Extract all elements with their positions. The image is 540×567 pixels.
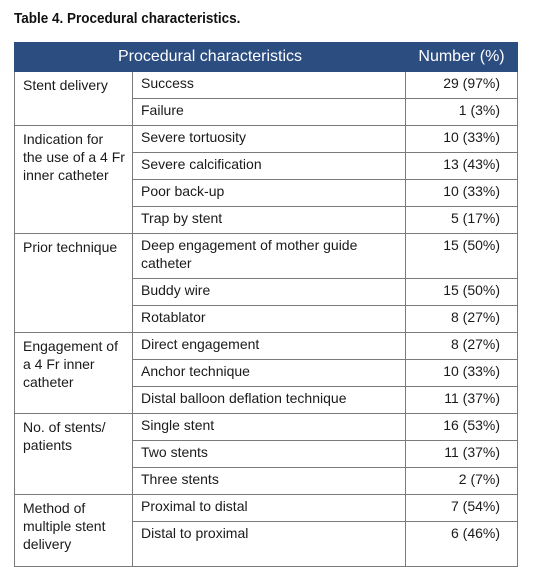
row-item: Rotablator xyxy=(131,305,407,333)
row-value: 16 (53%) xyxy=(405,413,519,441)
row-item: Anchor technique xyxy=(131,359,407,387)
table-row: Trap by stent 5 (17%) xyxy=(15,206,519,234)
row-item: Severe calcification xyxy=(131,152,407,180)
table-row: Anchor technique 10 (33%) xyxy=(15,359,519,387)
table-row: Distal to proximal 6 (46%) xyxy=(15,521,519,567)
row-item: Poor back-up xyxy=(131,179,407,207)
header-procedural-characteristics: Procedural characteristics xyxy=(13,42,407,72)
table-row: Two stents 11 (37%) xyxy=(15,440,519,468)
table-caption: Table 4. Procedural characteristics. xyxy=(14,10,241,27)
header-number-percent: Number (%) xyxy=(405,42,519,72)
group-label: Engagement of a 4 Fr inner catheter xyxy=(14,332,133,414)
row-value: 1 (3%) xyxy=(405,98,519,126)
row-item: Two stents xyxy=(131,440,407,468)
table-row: Rotablator 8 (27%) xyxy=(15,305,519,333)
row-value: 8 (27%) xyxy=(405,332,519,360)
row-value: 2 (7%) xyxy=(405,467,519,495)
row-item: Distal to proximal xyxy=(131,521,407,567)
row-value: 10 (33%) xyxy=(405,359,519,387)
row-item: Success xyxy=(131,71,407,99)
row-item: Buddy wire xyxy=(131,278,407,306)
row-item: Deep engagement of mother guide catheter xyxy=(131,233,407,279)
table-row: Stent delivery Success 29 (97%) xyxy=(14,71,519,126)
row-item: Trap by stent xyxy=(131,206,407,234)
row-item: Proximal to distal xyxy=(131,494,407,522)
row-value: 10 (33%) xyxy=(405,179,519,207)
group-label: Indication for the use of a 4 Fr inner c… xyxy=(14,125,133,234)
row-value: 29 (97%) xyxy=(405,71,519,99)
row-item: Direct engagement xyxy=(131,332,407,360)
row-value: 11 (37%) xyxy=(405,386,519,414)
row-value: 13 (43%) xyxy=(405,152,519,180)
row-value: 10 (33%) xyxy=(405,125,519,153)
row-item: Severe tortuosity xyxy=(131,125,407,153)
table-row: Indication for the use of a 4 Fr inner c… xyxy=(14,125,519,234)
group-label: No. of stents/ patients xyxy=(14,413,133,495)
row-value: 15 (50%) xyxy=(405,233,519,279)
row-item: Distal balloon deflation technique xyxy=(131,386,407,414)
row-item: Single stent xyxy=(131,413,407,441)
row-item: Three stents xyxy=(131,467,407,495)
table-row: Engagement of a 4 Fr inner catheter Dire… xyxy=(14,332,519,414)
table-row: No. of stents/ patients Single stent 16 … xyxy=(14,413,519,495)
table-row: Poor back-up 10 (33%) xyxy=(15,179,519,207)
row-item: Failure xyxy=(131,98,407,126)
row-value: 8 (27%) xyxy=(405,305,519,333)
table-row: Buddy wire 15 (50%) xyxy=(15,278,519,306)
row-value: 15 (50%) xyxy=(405,278,519,306)
row-value: 11 (37%) xyxy=(405,440,519,468)
row-value: 7 (54%) xyxy=(405,494,519,522)
group-label: Stent delivery xyxy=(14,71,133,126)
table-row: Distal balloon deflation technique 11 (3… xyxy=(15,386,519,414)
table-row: Failure 1 (3%) xyxy=(15,98,519,126)
row-value: 6 (46%) xyxy=(405,521,519,567)
table-row: Prior technique Deep engagement of mothe… xyxy=(14,233,519,333)
row-value: 5 (17%) xyxy=(405,206,519,234)
procedural-characteristics-table: Procedural characteristics Number (%) St… xyxy=(13,42,519,567)
table-row: Method of multiple stent delivery Proxim… xyxy=(14,494,519,567)
group-label: Prior technique xyxy=(14,233,133,333)
table-header-row: Procedural characteristics Number (%) xyxy=(13,42,519,72)
group-label: Method of multiple stent delivery xyxy=(14,494,133,567)
